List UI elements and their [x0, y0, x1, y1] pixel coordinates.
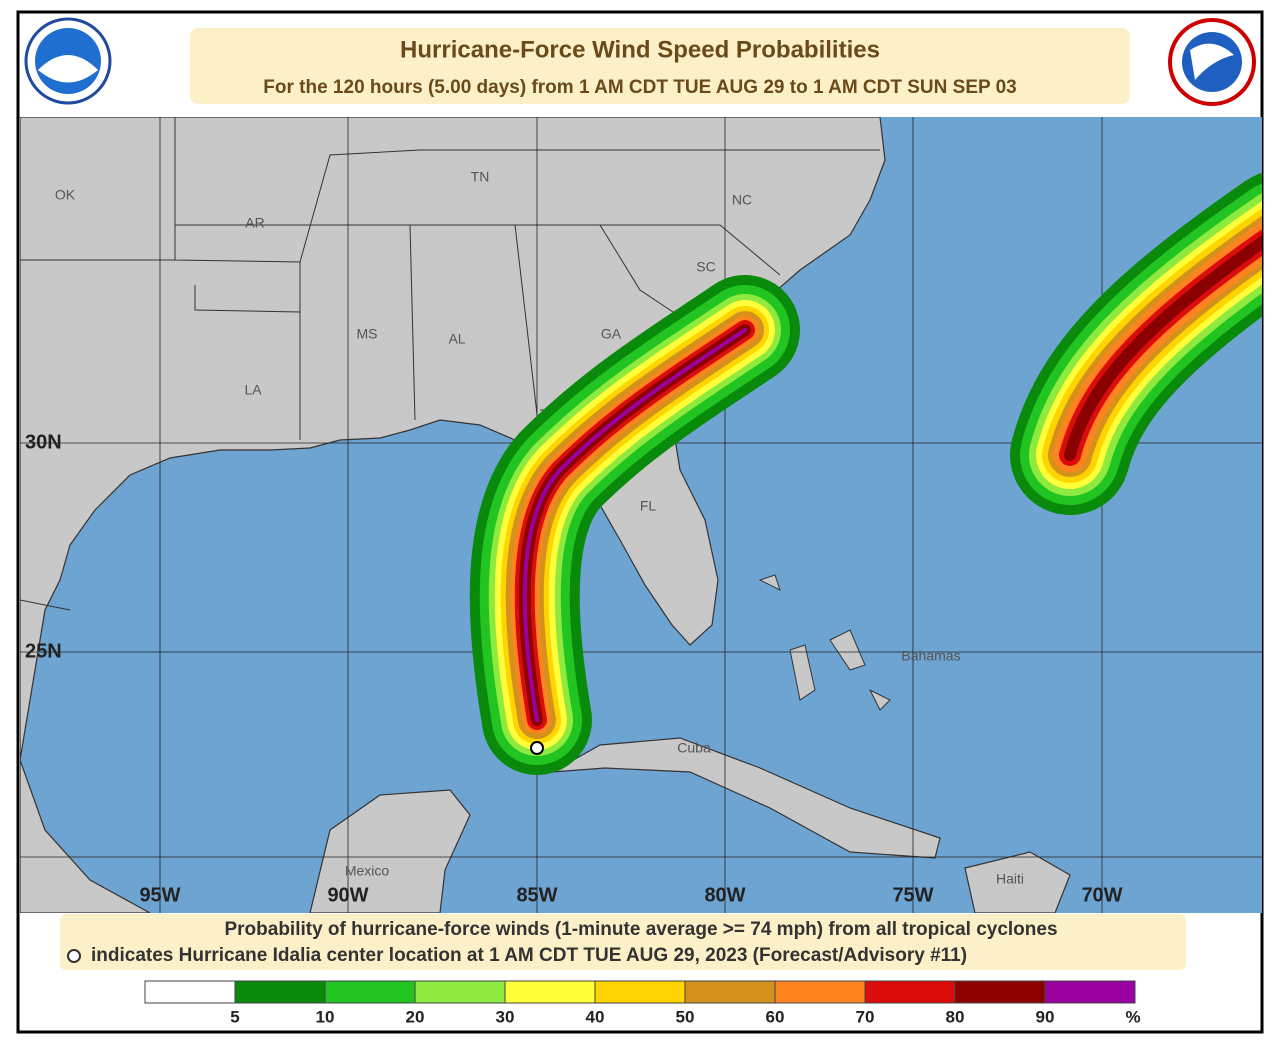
- legend-swatch: [954, 980, 1046, 1004]
- legend-swatch: [144, 980, 236, 1004]
- region-label: AR: [245, 215, 264, 231]
- probability-swaths: [469, 173, 1262, 775]
- title-band: [190, 28, 1130, 104]
- legend-swatch: [504, 980, 596, 1004]
- state-borders: [20, 117, 880, 611]
- region-label: Haiti: [996, 871, 1024, 887]
- legend-label: 60: [766, 1007, 785, 1026]
- probability-swath: [522, 328, 747, 722]
- region-label: SC: [696, 259, 715, 275]
- longitude-label: 95W: [139, 884, 180, 906]
- longitude-label: 75W: [892, 884, 933, 906]
- legend-label: 80: [946, 1007, 965, 1026]
- noaa-logo: [24, 17, 112, 105]
- region-label: GA: [601, 326, 622, 342]
- land-bahamas: [758, 574, 891, 711]
- legend-swatch: [324, 980, 416, 1004]
- legend-label: 50: [676, 1007, 695, 1026]
- legend-label: 30: [496, 1007, 515, 1026]
- legend-swatch: [414, 980, 506, 1004]
- footer-center-note: indicates Hurricane Idalia center locati…: [91, 945, 967, 966]
- map: OK AR TN NC SC MS AL GA LA FL Bahamas Cuba Mexico Hai…: [20, 117, 1262, 913]
- legend-label: 10: [316, 1007, 335, 1026]
- legend-swatch: [594, 980, 686, 1004]
- longitude-label: 70W: [1081, 884, 1122, 906]
- probability-swath: [1064, 235, 1262, 461]
- legend-swatch: [234, 980, 326, 1004]
- land-hispaniola: [964, 851, 1071, 913]
- legend-swatch: [864, 980, 956, 1004]
- region-label: Mexico: [345, 863, 390, 879]
- legend-label: 20: [406, 1007, 425, 1026]
- region-label: AL: [448, 331, 465, 347]
- legend-swatch: [684, 980, 776, 1004]
- longitude-label: 85W: [516, 884, 557, 906]
- nws-logo: [1168, 18, 1256, 106]
- region-label: TN: [471, 169, 490, 185]
- legend-swatch: [774, 980, 866, 1004]
- center-symbol: [67, 949, 81, 963]
- legend-label: 70: [856, 1007, 875, 1026]
- legend-label: 90: [1036, 1007, 1055, 1026]
- longitude-label: 80W: [704, 884, 745, 906]
- region-label: MS: [357, 326, 378, 342]
- land-cuba: [551, 737, 941, 859]
- legend-label: 40: [586, 1007, 605, 1026]
- legend-label: 5: [230, 1007, 239, 1026]
- latitude-label: 30N: [25, 431, 62, 453]
- latitude-label: 25N: [25, 640, 62, 662]
- storm-center: [530, 741, 544, 755]
- footer-description: Probability of hurricane-force winds (1-…: [224, 919, 1057, 940]
- legend-swatch: [1044, 980, 1136, 1004]
- map-labels: OK AR TN NC SC MS AL GA LA FL Bahamas Cuba Mexico Hai…: [25, 169, 1123, 907]
- region-label: Bahamas: [901, 648, 960, 664]
- subtitle: For the 120 hours (5.00 days) from 1 AM …: [263, 77, 1016, 98]
- region-label: FL: [640, 498, 657, 514]
- legend: 5 10 20 30 40 50 60 70 80 90%: [144, 980, 1141, 1026]
- longitude-label: 90W: [327, 884, 368, 906]
- land-mexico: [20, 759, 471, 913]
- legend-unit: %: [1125, 1007, 1140, 1026]
- region-label: Cuba: [677, 740, 711, 756]
- title: Hurricane-Force Wind Speed Probabilities: [400, 36, 880, 63]
- region-label: LA: [244, 382, 262, 398]
- footer-band: [60, 914, 1186, 970]
- region-label: NC: [732, 192, 752, 208]
- region-label: OK: [55, 187, 76, 203]
